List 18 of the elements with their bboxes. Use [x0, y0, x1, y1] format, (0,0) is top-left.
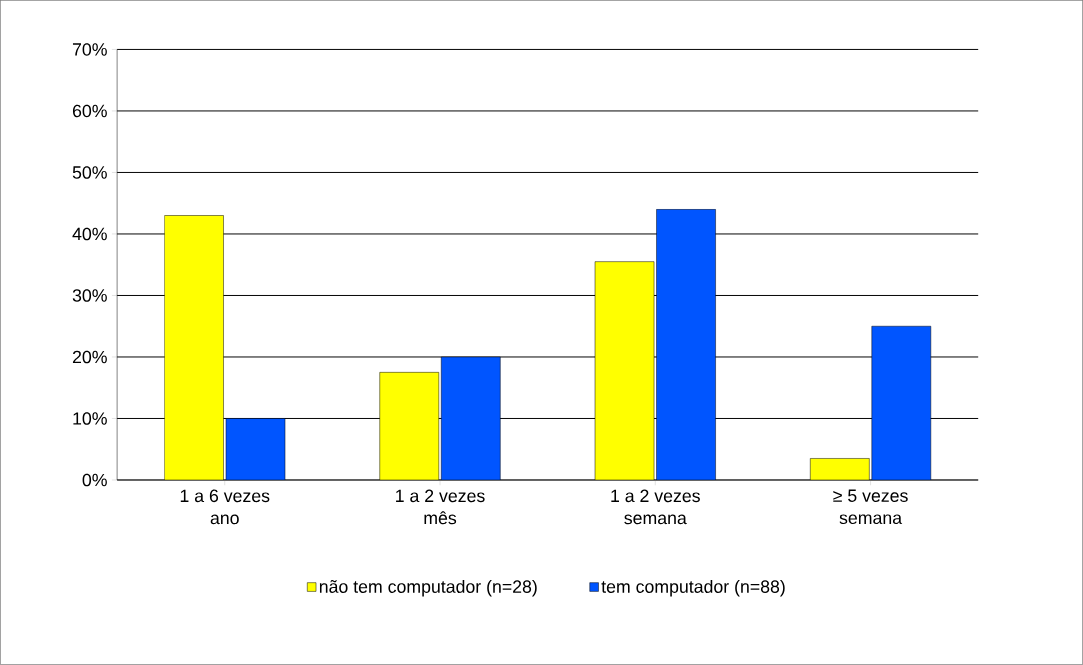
y-tick-label: 50% [72, 166, 107, 179]
y-tick-label: 70% [72, 43, 107, 56]
x-tick-label: 1 a 2 vezes semana [611, 489, 700, 525]
y-tick-label: 20% [72, 350, 107, 364]
legend-label: não tem computador (n=28) [319, 580, 537, 597]
bar [225, 418, 286, 481]
y-tick-label: 10% [73, 412, 107, 425]
bar [656, 209, 716, 481]
x-tick-label: 1 a 6 vezes ano [180, 489, 270, 525]
y-tick-label: 30% [72, 289, 107, 302]
x-tick-label: ≥ 5 vezes semana [833, 489, 908, 525]
y-tick-label: 60% [72, 104, 107, 118]
bar [441, 357, 501, 481]
x-tick-label: 1 a 2 vezes mês [396, 489, 485, 525]
legend-label: tem computador (n=88) [601, 580, 785, 597]
y-tick-label: 0% [82, 473, 107, 487]
y-tick-label: 40% [72, 227, 107, 241]
bar [871, 326, 932, 481]
